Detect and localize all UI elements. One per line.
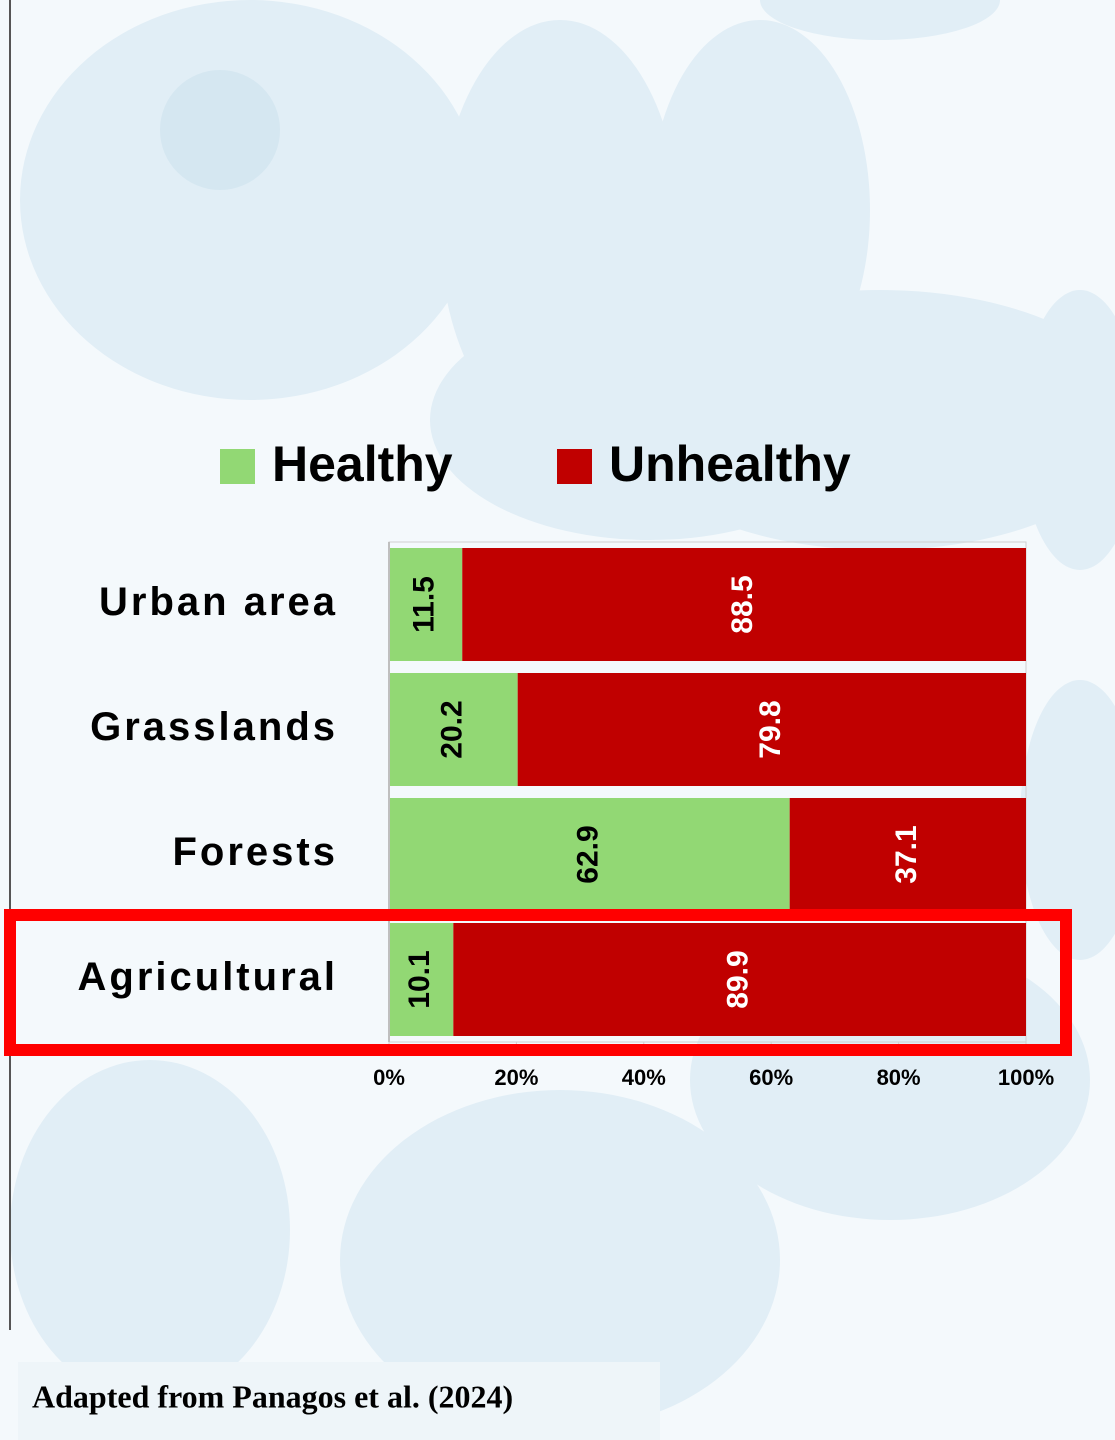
value-label: 89.9 xyxy=(722,950,755,1008)
x-tick-label: 100% xyxy=(998,1065,1054,1090)
value-label: 88.5 xyxy=(726,575,759,633)
x-tick-label: 40% xyxy=(622,1065,666,1090)
x-tick-label: 80% xyxy=(877,1065,921,1090)
value-label: 37.1 xyxy=(890,825,923,883)
legend-label: Healthy xyxy=(272,436,453,492)
category-label: Grasslands xyxy=(90,705,338,749)
x-tick-label: 60% xyxy=(749,1065,793,1090)
value-label: 20.2 xyxy=(435,700,468,758)
category-label: Urban area xyxy=(99,580,338,624)
page: {"chart_data": { "type": "stacked-bar-ho… xyxy=(0,0,1115,1440)
value-label: 62.9 xyxy=(571,825,604,883)
category-label: Forests xyxy=(173,830,339,874)
x-tick-label: 0% xyxy=(373,1065,405,1090)
legend-label: Unhealthy xyxy=(609,436,851,492)
category-label: Agricultural xyxy=(78,955,338,999)
legend-swatch xyxy=(557,449,592,484)
legend-swatch xyxy=(220,449,255,484)
source-note: Adapted from Panagos et al. (2024) xyxy=(32,1378,513,1414)
x-tick-label: 20% xyxy=(494,1065,538,1090)
chart: 0% 20% 40% 60% 80% 100% Healthy Unhealthy Urban … xyxy=(0,0,1115,1440)
value-label: 10.1 xyxy=(403,950,436,1008)
value-label: 11.5 xyxy=(408,576,441,633)
value-label: 79.8 xyxy=(754,700,787,758)
